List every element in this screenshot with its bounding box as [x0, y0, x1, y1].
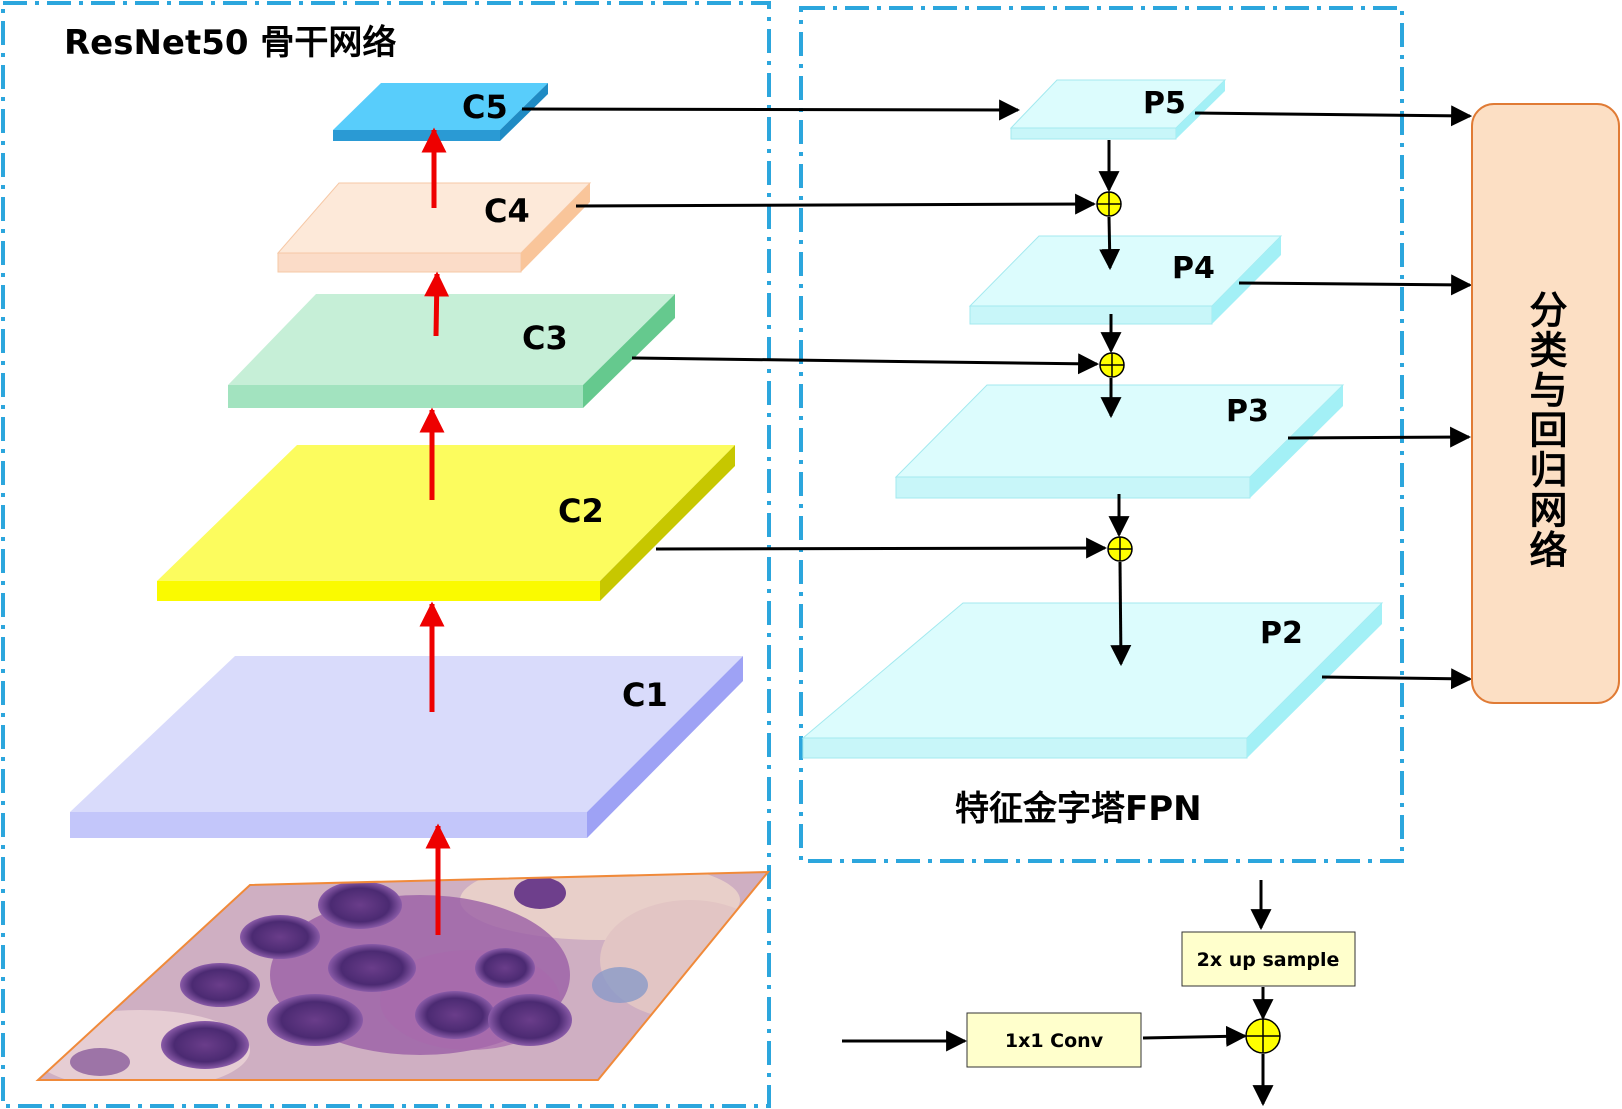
- layer-c1-front: [70, 812, 587, 838]
- arrow-c3-to-add3: [631, 353, 1100, 375]
- add-node-p4: [1096, 191, 1122, 217]
- layer-c4-label: C4: [484, 192, 530, 230]
- layer-p3-side: [1250, 385, 1343, 498]
- input-image: [35, 870, 771, 1081]
- layer-c5-front: [333, 130, 500, 141]
- layer-p4-label: P4: [1172, 251, 1215, 286]
- layer-c3-side: [583, 294, 675, 408]
- layer-c3-label: C3: [522, 319, 568, 357]
- legend-upsample-label: 2x up sample: [1197, 949, 1340, 971]
- arrow-p2-to-head: [1321, 668, 1473, 690]
- head-network-label: 分类与回归网络: [1523, 290, 1567, 570]
- legend-conv-box: [966, 1012, 1142, 1068]
- layer-c3-front: [228, 385, 583, 408]
- layer-c2-side: [600, 445, 735, 601]
- layer-p4: P4: [968, 235, 1283, 325]
- legend-arrow-conv-to-add: [1142, 1025, 1248, 1047]
- layer-c4-side: [521, 183, 590, 272]
- fpn-title: 特征金字塔FPN: [955, 789, 1202, 829]
- layer-c5-top: [333, 83, 548, 130]
- arrow-add2-to-p2: [1110, 561, 1132, 667]
- add-node-p2: [1107, 536, 1133, 562]
- layer-c1-label: C1: [622, 676, 668, 714]
- legend-add-node: [1245, 1018, 1281, 1054]
- layer-c3-top: [228, 294, 675, 385]
- layer-p2: P2: [801, 602, 1384, 759]
- layer-c4-front: [277, 252, 522, 273]
- layer-p3: P3: [894, 384, 1345, 499]
- fpn-group-border: [799, 6, 1404, 863]
- layer-c3: C3: [228, 294, 675, 408]
- layer-c5: C5: [333, 83, 548, 141]
- legend-upsample-box: [1181, 931, 1356, 987]
- add-node-p3: [1099, 352, 1125, 378]
- arrow-c5-to-p5: [521, 99, 1021, 121]
- arrow-p4-to-head: [1238, 274, 1473, 296]
- layer-p3-front: [895, 476, 1251, 499]
- layer-c5-side: [500, 83, 548, 141]
- backbone-group-border: [1, 1, 771, 1108]
- layer-p3-label: P3: [1226, 394, 1269, 429]
- legend-conv-label: 1x1 Conv: [1005, 1030, 1104, 1052]
- arrow-c2-to-add2: [655, 537, 1108, 559]
- layer-p2-label: P2: [1260, 616, 1303, 651]
- arrow-p3-to-head: [1287, 426, 1472, 448]
- arrow-p5-to-head: [1194, 105, 1473, 127]
- layer-p5-label: P5: [1143, 86, 1186, 121]
- layer-c1-top: [70, 656, 743, 812]
- layer-c1-side: [587, 656, 743, 838]
- layer-c4: C4: [276, 182, 592, 273]
- layer-c1: C1: [70, 656, 743, 838]
- layer-c2: C2: [157, 445, 735, 601]
- layer-p5: P5: [1009, 79, 1227, 140]
- input-image-border: [35, 870, 771, 1081]
- arrow-add4-to-p4: [1099, 216, 1121, 271]
- arrow-c3-to-c4: [424, 271, 450, 337]
- layer-c5-label: C5: [462, 88, 508, 126]
- layer-c2-front: [157, 581, 600, 601]
- layer-c2-top: [157, 445, 735, 581]
- head-network-box: [1471, 103, 1620, 704]
- layer-p4-front: [969, 305, 1213, 325]
- backbone-title: ResNet50 骨干网络: [64, 23, 396, 63]
- layer-p5-front: [1010, 127, 1177, 140]
- layer-p2-side: [1247, 603, 1382, 758]
- layer-c2-label: C2: [558, 492, 604, 530]
- layer-p4-side: [1212, 236, 1281, 324]
- arrow-c4-to-add4: [575, 193, 1097, 215]
- layer-p5-side: [1176, 80, 1225, 139]
- layer-p2-front: [802, 737, 1248, 759]
